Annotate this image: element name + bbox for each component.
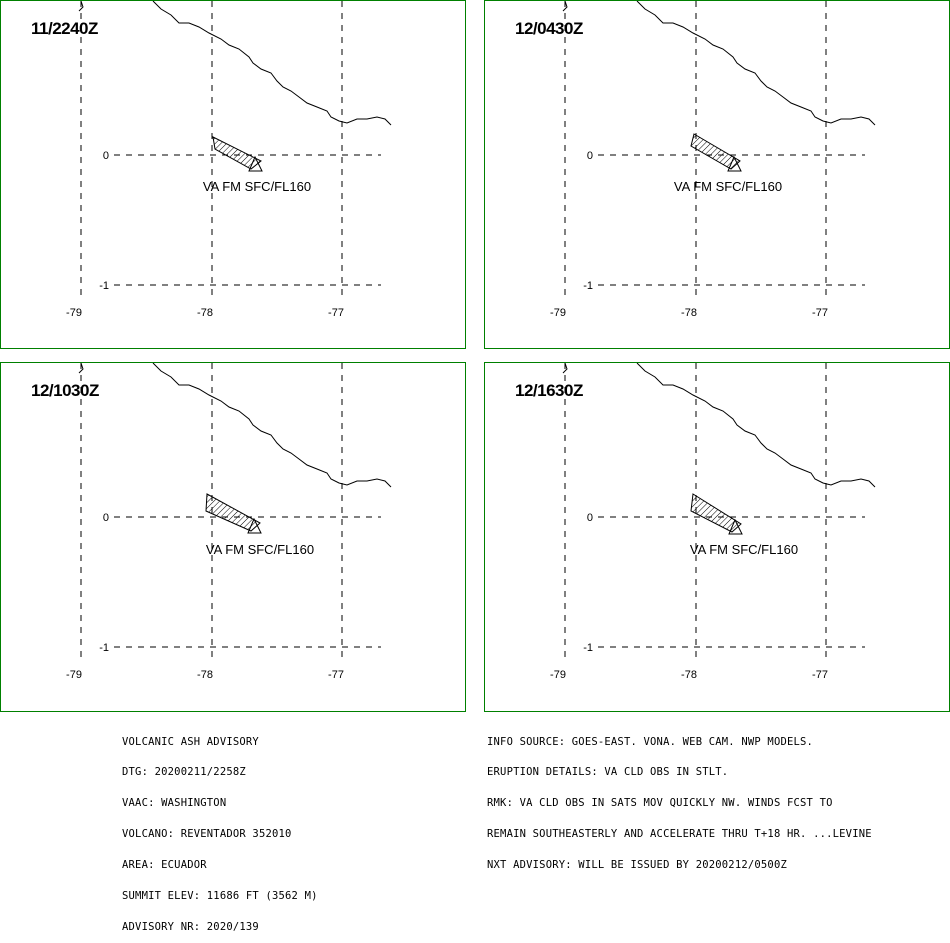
ash-cloud-polygon xyxy=(690,133,741,170)
panel-time-label: 12/0430Z xyxy=(515,19,583,38)
ash-cloud-polygon xyxy=(690,493,742,533)
lon-label: -79 xyxy=(66,669,82,681)
advisory-line: DTG: 20200211/2258Z xyxy=(122,766,246,779)
coastline-fragment xyxy=(562,1,568,12)
coastline xyxy=(152,1,392,126)
lat-label: -1 xyxy=(99,280,109,292)
panel-time-label: 11/2240Z xyxy=(31,19,98,38)
map-graphic: 0 -1 -79 -78 -77 VA FM SFC/FL160 xyxy=(550,1,876,319)
lat-label: 0 xyxy=(103,512,109,524)
graticule xyxy=(564,1,865,301)
advisory-text-left: VOLCANIC ASH ADVISORY DTG: 20200211/2258… xyxy=(122,716,318,943)
advisory-line: INFO SOURCE: GOES-EAST. VONA. WEB CAM. N… xyxy=(487,735,814,748)
ash-cloud-polygon xyxy=(212,136,262,170)
advisory-line: RMK: VA CLD OBS IN SATS MOV QUICKLY NW. … xyxy=(487,797,833,810)
lon-label: -79 xyxy=(66,307,82,319)
coastline xyxy=(152,363,392,488)
ash-cloud-label: VA FM SFC/FL160 xyxy=(674,179,782,194)
lon-label: -78 xyxy=(681,669,697,681)
lat-label: 0 xyxy=(587,512,593,524)
advisory-line: SUMMIT ELEV: 11686 FT (3562 M) xyxy=(122,890,318,903)
lon-label: -78 xyxy=(197,669,213,681)
advisory-line: NXT ADVISORY: WILL BE ISSUED BY 20200212… xyxy=(487,859,787,872)
coastline-fragment xyxy=(562,363,568,374)
coastline xyxy=(636,363,876,488)
lon-label: -77 xyxy=(812,307,828,319)
lon-label: -77 xyxy=(328,669,344,681)
coastline xyxy=(636,1,876,126)
lat-label: -1 xyxy=(99,642,109,654)
map-graphic: 0 -1 -79 -78 -77 VA FM SFC/FL160 xyxy=(66,363,392,681)
lat-label: 0 xyxy=(103,150,109,162)
lon-label: -77 xyxy=(328,307,344,319)
lat-label: 0 xyxy=(587,150,593,162)
ash-cloud-label: VA FM SFC/FL160 xyxy=(203,179,311,194)
map-panel-2: 0 -1 -79 -78 -77 VA FM SFC/FL160 12/0430Z xyxy=(484,0,950,349)
map-panel-1: 0 -1 -79 -78 -77 VA FM SFC/FL160 11/2240Z xyxy=(0,0,466,349)
lat-label: -1 xyxy=(583,642,593,654)
panel-time-label: 12/1630Z xyxy=(515,381,583,400)
map-panel-3: 0 -1 -79 -78 -77 VA FM SFC/FL160 12/1030Z xyxy=(0,362,466,712)
ash-cloud-label: VA FM SFC/FL160 xyxy=(690,542,798,557)
advisory-line: REMAIN SOUTHEASTERLY AND ACCELERATE THRU… xyxy=(487,828,872,841)
lat-label: -1 xyxy=(583,280,593,292)
advisory-line: VAAC: WASHINGTON xyxy=(122,797,227,810)
lon-label: -78 xyxy=(197,307,213,319)
ash-cloud-polygon xyxy=(205,493,261,532)
lon-label: -78 xyxy=(681,307,697,319)
volcano-triangle-icon xyxy=(248,155,263,172)
advisory-line: ADVISORY NR: 2020/139 xyxy=(122,920,259,933)
volcano-triangle-icon xyxy=(247,517,262,534)
volcano-triangle-icon xyxy=(728,518,743,535)
coastline-fragment xyxy=(78,363,84,374)
advisory-line: VOLCANIC ASH ADVISORY xyxy=(122,735,259,748)
ash-cloud-label: VA FM SFC/FL160 xyxy=(206,542,314,557)
lon-label: -79 xyxy=(550,307,566,319)
advisory-line: VOLCANO: REVENTADOR 352010 xyxy=(122,828,292,841)
advisory-text-right: INFO SOURCE: GOES-EAST. VONA. WEB CAM. N… xyxy=(487,716,872,881)
panel-time-label: 12/1030Z xyxy=(31,381,99,400)
coastline-fragment xyxy=(78,1,84,12)
lon-label: -79 xyxy=(550,669,566,681)
map-graphic: 0 -1 -79 -78 -77 VA FM SFC/FL160 xyxy=(550,363,876,681)
advisory-line: ERUPTION DETAILS: VA CLD OBS IN STLT. xyxy=(487,766,729,779)
map-graphic: 0 -1 -79 -78 -77 VA FM SFC/FL160 xyxy=(66,1,392,319)
lon-label: -77 xyxy=(812,669,828,681)
advisory-line: AREA: ECUADOR xyxy=(122,859,207,872)
volcano-triangle-icon xyxy=(727,155,742,172)
map-panel-4: 0 -1 -79 -78 -77 VA FM SFC/FL160 12/1630Z xyxy=(484,362,950,712)
